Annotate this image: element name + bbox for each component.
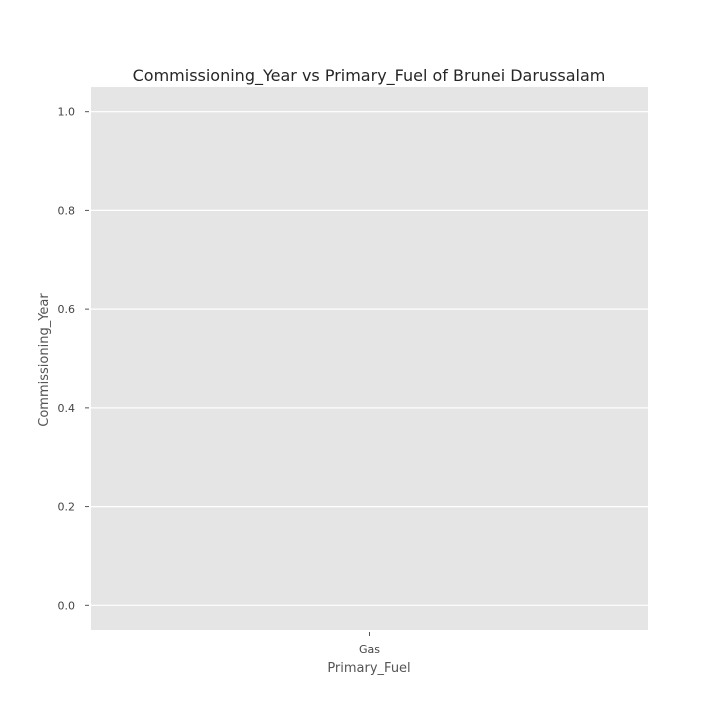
y-tick-label: 0.6 (58, 303, 76, 316)
y-axis-ticks: 0.0 0.2 0.4 0.6 0.8 1.0 (58, 106, 89, 612)
x-axis-ticks: Gas (359, 632, 380, 656)
y-axis-label: Commissioning_Year (37, 293, 52, 427)
y-tick-label: 1.0 (58, 106, 76, 119)
y-tick-label: 0.4 (58, 402, 76, 415)
y-tick-label: 0.2 (58, 501, 76, 514)
y-tick-label: 0.8 (58, 204, 76, 217)
chart-title: Commissioning_Year vs Primary_Fuel of Br… (133, 66, 606, 86)
y-tick-label: 0.0 (58, 599, 76, 612)
x-axis-label: Primary_Fuel (327, 661, 410, 676)
plot-area (91, 87, 648, 630)
gridlines (91, 111, 648, 606)
x-tick-label: Gas (359, 643, 380, 656)
